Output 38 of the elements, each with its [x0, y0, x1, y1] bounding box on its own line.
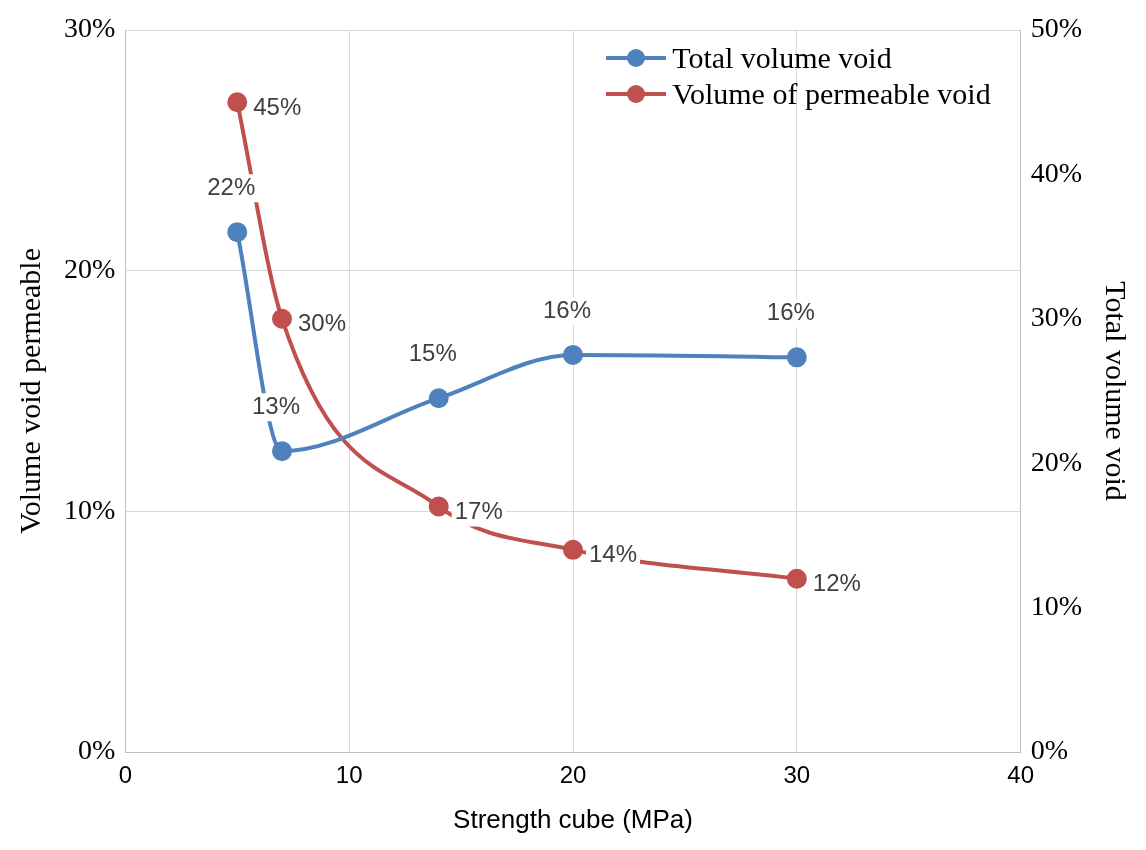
data-label: 16% — [542, 295, 592, 323]
data-label: 16% — [766, 297, 815, 325]
point — [428, 388, 449, 409]
point — [786, 568, 807, 589]
x-tick-label: 0 — [118, 761, 132, 789]
data-label: 14% — [589, 540, 638, 568]
y-tick-label: 10% — [64, 493, 116, 525]
x-tick-label: 10 — [335, 761, 363, 789]
y2-tick-label: 50% — [1030, 12, 1082, 44]
x-tick-label: 30 — [783, 761, 811, 789]
point — [563, 539, 583, 560]
y2-tick-label: 10% — [1030, 589, 1082, 621]
y2-tick-label: 40% — [1030, 156, 1082, 188]
point — [227, 222, 248, 243]
data-label: 30% — [298, 309, 347, 337]
y2-axis-title: Total volume void — [1100, 281, 1134, 501]
y2-tick-label: 30% — [1030, 301, 1082, 333]
data-label: 17% — [454, 497, 503, 525]
point — [428, 496, 449, 517]
legend-label: Volume of permeable void — [672, 76, 991, 112]
x-tick-label: 20 — [559, 761, 587, 789]
y-axis-title: Volume void permeable — [12, 247, 46, 535]
y2-tick-label: 20% — [1030, 445, 1082, 477]
legend-label: Total volume void — [672, 40, 892, 76]
point — [563, 344, 583, 365]
data-label: 15% — [408, 338, 457, 366]
point — [272, 441, 293, 462]
point — [786, 347, 807, 368]
y-tick-label: 20% — [64, 253, 116, 285]
data-label: 12% — [812, 569, 861, 597]
point — [227, 92, 248, 113]
y-tick-label: 30% — [64, 12, 116, 44]
point — [272, 308, 293, 329]
data-label: 13% — [251, 391, 301, 419]
y-tick-label: 0% — [78, 734, 116, 766]
data-label: 22% — [207, 172, 256, 200]
x-axis-title: Strength cube (MPa) — [453, 803, 693, 834]
data-label: 45% — [253, 92, 302, 120]
